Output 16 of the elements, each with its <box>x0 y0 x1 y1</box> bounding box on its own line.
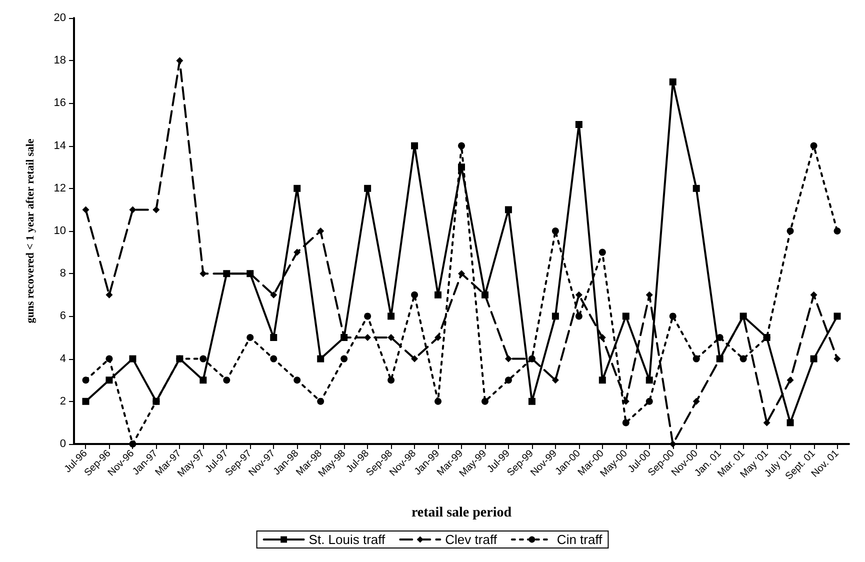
y-tick-label: 14 <box>54 140 66 152</box>
y-tick-label: 18 <box>54 54 66 67</box>
y-tick-label: 2 <box>60 395 66 408</box>
legend-label: Cin traff <box>556 532 603 547</box>
y-tick-label: 10 <box>54 225 66 237</box>
x-axis-title: retail sale period <box>411 506 512 520</box>
legend-label: Clev traff <box>445 532 498 547</box>
y-tick-label: 20 <box>54 12 66 24</box>
y-tick-label: 0 <box>60 438 66 450</box>
y-tick-label: 4 <box>60 352 66 365</box>
y-tick-label: 16 <box>54 97 66 110</box>
y-axis-title: guns recovered < 1 year after retail sale <box>24 138 36 324</box>
y-tick-label: 6 <box>60 310 66 322</box>
legend-label: St. Louis traff <box>308 532 386 547</box>
y-tick-label: 8 <box>60 268 66 280</box>
y-tick-label: 12 <box>54 182 66 194</box>
